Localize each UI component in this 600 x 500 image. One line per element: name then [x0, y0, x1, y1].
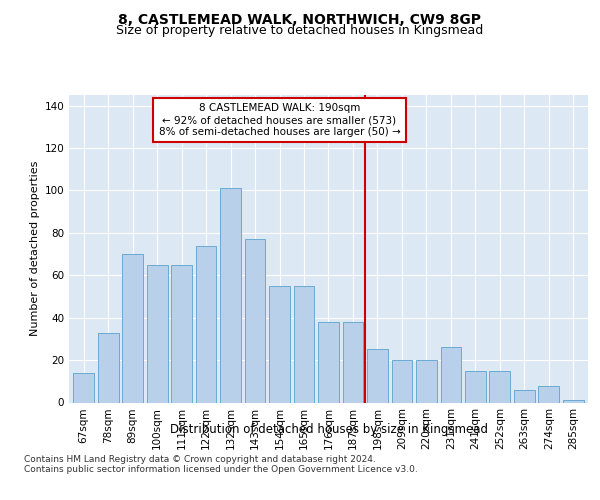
Bar [465, 370, 486, 402]
Bar [563, 400, 584, 402]
Bar [293, 286, 314, 403]
Bar [245, 239, 265, 402]
Bar [98, 332, 119, 402]
Text: Contains HM Land Registry data © Crown copyright and database right 2024.
Contai: Contains HM Land Registry data © Crown c… [24, 455, 418, 474]
Bar [490, 370, 510, 402]
Bar [73, 373, 94, 402]
Bar [318, 322, 339, 402]
Text: Distribution of detached houses by size in Kingsmead: Distribution of detached houses by size … [170, 422, 488, 436]
Y-axis label: Number of detached properties: Number of detached properties [30, 161, 40, 336]
Bar [538, 386, 559, 402]
Bar [367, 350, 388, 403]
Bar [514, 390, 535, 402]
Text: 8, CASTLEMEAD WALK, NORTHWICH, CW9 8GP: 8, CASTLEMEAD WALK, NORTHWICH, CW9 8GP [119, 12, 482, 26]
Text: 8 CASTLEMEAD WALK: 190sqm
← 92% of detached houses are smaller (573)
8% of semi-: 8 CASTLEMEAD WALK: 190sqm ← 92% of detac… [158, 104, 400, 136]
Bar [343, 322, 364, 402]
Bar [122, 254, 143, 402]
Bar [416, 360, 437, 403]
Bar [440, 348, 461, 403]
Bar [196, 246, 217, 402]
Bar [220, 188, 241, 402]
Bar [392, 360, 412, 403]
Text: Size of property relative to detached houses in Kingsmead: Size of property relative to detached ho… [116, 24, 484, 37]
Bar [147, 264, 167, 402]
Bar [171, 264, 192, 402]
Bar [269, 286, 290, 403]
